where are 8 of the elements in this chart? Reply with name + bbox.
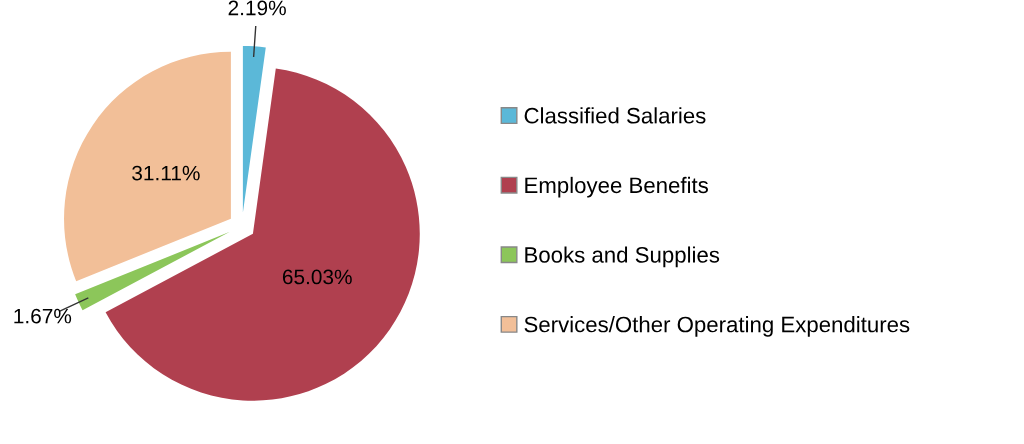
legend-label: Books and Supplies	[525, 246, 720, 268]
data-label: 2.19%	[228, 0, 286, 16]
legend-label: Services/Other Operating Expenditures	[524, 316, 910, 337]
data-label: 31.11%	[132, 165, 200, 181]
data-label: 1.67%	[14, 308, 72, 324]
legend-label: Employee Benefits	[525, 176, 708, 198]
data-label: 65.03%	[282, 269, 352, 285]
legend-label: Classified Salaries	[524, 107, 706, 124]
